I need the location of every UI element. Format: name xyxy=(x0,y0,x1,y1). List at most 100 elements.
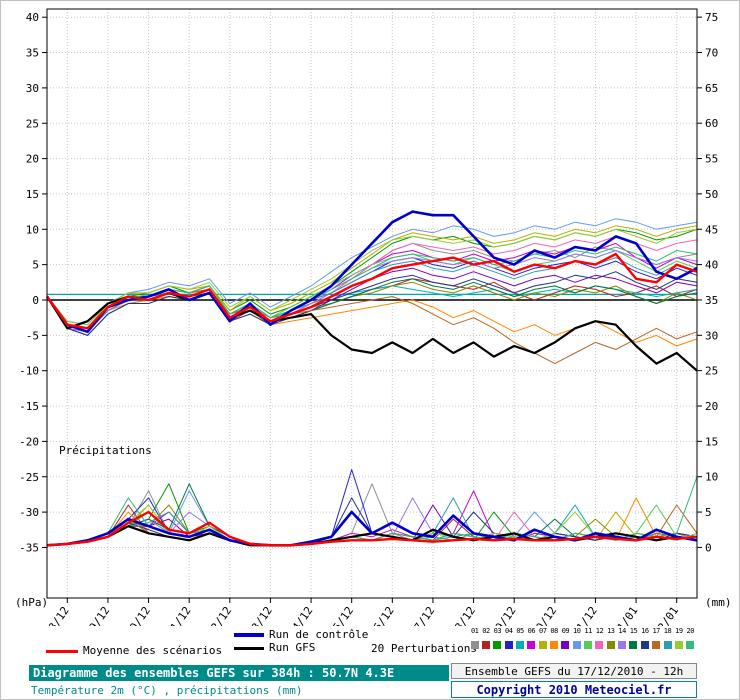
perturbation-legend-item: 03 xyxy=(492,627,503,649)
perturbation-number: 10 xyxy=(573,627,581,635)
perturbation-color-swatch xyxy=(686,641,695,649)
perturbation-number: 11 xyxy=(584,627,592,635)
perturbation-color-swatch xyxy=(640,641,649,649)
perturbation-color-swatch xyxy=(595,641,604,649)
right-axis-tick-label: 35 xyxy=(705,294,718,307)
right-axis-tick-label: 65 xyxy=(705,82,718,95)
perturbation-color-swatch xyxy=(618,641,627,649)
right-axis-tick-label: 10 xyxy=(705,471,718,484)
perturbation-legend-item: 09 xyxy=(560,627,571,649)
perturbation-legend-item: 11 xyxy=(582,627,593,649)
perturbation-number: 14 xyxy=(618,627,626,635)
left-axis-tick-label: 40 xyxy=(26,11,39,24)
perturbation-color-swatch xyxy=(482,641,491,649)
perturbation-number: 07 xyxy=(539,627,547,635)
x-axis-date-label: 31/12 xyxy=(570,604,600,626)
perturbation-number: 06 xyxy=(527,627,536,635)
temp-series-control xyxy=(45,210,698,334)
x-axis-date-label: 21/12 xyxy=(164,604,194,626)
perturbation-legend-item: 08 xyxy=(548,627,559,649)
right-axis-tick-label: 55 xyxy=(705,153,718,166)
x-axis-date-label: 22/12 xyxy=(205,604,235,626)
left-axis-tick-label: -25 xyxy=(19,471,39,484)
left-axis-tick-label: 15 xyxy=(26,188,39,201)
right-axis-tick-label: 75 xyxy=(705,11,718,24)
x-axis-date-label: 23/12 xyxy=(245,604,275,626)
perturbation-color-swatch xyxy=(470,641,479,649)
perturbation-number: 17 xyxy=(652,627,660,635)
x-axis-date-label: 27/12 xyxy=(408,604,438,626)
x-axis-date-label: 25/12 xyxy=(326,604,356,626)
control-line-label: Run de contrôle xyxy=(269,628,369,641)
left-axis-tick-label: 35 xyxy=(26,47,39,60)
perturbation-number: 13 xyxy=(607,627,615,635)
right-axis-tick-label: 15 xyxy=(705,435,718,448)
perturbation-number: 18 xyxy=(663,627,672,635)
left-axis-tick-label: 20 xyxy=(26,153,39,166)
mean-line-swatch xyxy=(46,650,78,653)
left-axis-tick-label: -30 xyxy=(19,506,39,519)
temp-series-p10 xyxy=(46,218,698,326)
right-axis-tick-label: 30 xyxy=(705,329,718,342)
perturbation-legend-item: 12 xyxy=(594,627,605,649)
perturbation-color-swatch xyxy=(629,641,638,649)
perturbation-legend-item: 06 xyxy=(526,627,537,649)
perturbation-number: 02 xyxy=(482,627,490,635)
right-axis-unit-label: (mm) xyxy=(705,596,732,609)
perturbation-color-swatch xyxy=(606,641,615,649)
right-axis-tick-label: 0 xyxy=(705,541,712,554)
x-axis-date-label: 19/12 xyxy=(83,604,113,626)
x-axis-date-label: 20/12 xyxy=(123,604,153,626)
perturbation-number: 20 xyxy=(686,627,694,635)
left-axis-tick-label: -20 xyxy=(19,435,39,448)
perturbation-color-swatch xyxy=(550,641,559,649)
left-axis-tick-label: 5 xyxy=(32,259,39,272)
run-info: Ensemble GEFS du 17/12/2010 - 12h xyxy=(451,663,697,679)
perturbation-number: 05 xyxy=(516,627,524,635)
x-axis-date-label: 01/01 xyxy=(611,604,641,626)
plot-border xyxy=(46,8,698,599)
right-axis-tick-label: 20 xyxy=(705,400,718,413)
perturbation-legend-item: 05 xyxy=(514,627,525,649)
right-axis-tick-label: 25 xyxy=(705,365,718,378)
perturbation-legend-item: 18 xyxy=(662,627,673,649)
left-axis-tick-label: -5 xyxy=(26,329,39,342)
perturbations-label: 20 Perturbations xyxy=(371,642,477,655)
perturbation-number: 16 xyxy=(641,627,649,635)
temp-series-p16 xyxy=(46,271,698,336)
perturbation-color-swatch xyxy=(527,641,536,649)
temp-series-p20 xyxy=(46,246,698,329)
perturbation-number: 01 xyxy=(470,627,479,635)
gfs-line-swatch xyxy=(234,647,264,650)
x-axis-date-label: 29/12 xyxy=(489,604,519,626)
ensemble-chart: 4035302520151050-5-10-15-20-25-30-357570… xyxy=(19,8,718,639)
temp-series-p19 xyxy=(46,228,698,326)
perturbation-legend-item: 19 xyxy=(673,627,684,649)
gfs-line-label: Run GFS xyxy=(269,641,316,654)
left-axis-tick-label: 10 xyxy=(26,223,39,236)
right-axis-tick-label: 50 xyxy=(705,188,718,201)
perturbation-legend-item: 15 xyxy=(628,627,639,649)
perturbation-number: 08 xyxy=(550,627,558,635)
x-axis-date-label: 26/12 xyxy=(367,604,397,626)
right-axis-tick-label: 70 xyxy=(705,47,718,60)
copyright: Copyright 2010 Meteociel.fr xyxy=(451,681,697,698)
temp-series-gfs xyxy=(46,291,698,372)
x-axis-date-label: 30/12 xyxy=(530,604,560,626)
precipitation-section-label: Précipitations xyxy=(59,444,152,457)
perturbation-color-swatch xyxy=(674,641,683,649)
perturbation-legend-item: 07 xyxy=(537,627,548,649)
perturbation-number: 12 xyxy=(595,627,604,635)
right-axis-tick-label: 60 xyxy=(705,117,718,130)
temp-series-mean xyxy=(46,252,698,330)
x-axis-date-label: 28/12 xyxy=(448,604,478,626)
perturbation-color-swatch xyxy=(561,641,570,649)
perturbation-number: 04 xyxy=(504,627,513,635)
perturbation-color-swatch xyxy=(584,641,593,649)
perturbation-color-swatch xyxy=(572,641,581,649)
x-axis-date-label: 02/01 xyxy=(651,604,681,626)
perturbation-legend-item: 17 xyxy=(651,627,662,649)
perturbation-color-swatch xyxy=(504,641,513,649)
perturbation-legend-item: 10 xyxy=(571,627,582,649)
precip-series-control xyxy=(46,510,698,547)
